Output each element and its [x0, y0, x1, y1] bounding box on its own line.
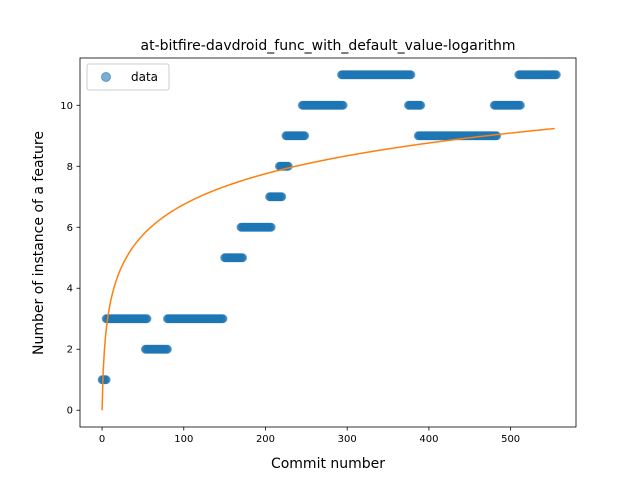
y-tick-label: 0 — [67, 406, 73, 417]
fit-line — [101, 127, 555, 411]
legend-box — [86, 63, 170, 91]
data-point — [142, 314, 152, 324]
x-tick-label: 100 — [174, 434, 193, 445]
y-axis-label: Number of instance of a feature — [31, 131, 47, 355]
data-point — [101, 375, 111, 385]
data-point — [300, 131, 310, 141]
chart-title: at-bitfire-davdroid_func_with_default_va… — [141, 38, 516, 54]
data-point — [416, 100, 426, 110]
x-tick-label: 400 — [419, 434, 438, 445]
y-tick-label: 8 — [67, 162, 73, 173]
x-axis-label: Commit number — [271, 456, 385, 472]
data-point — [515, 100, 525, 110]
y-tick-label: 10 — [60, 101, 73, 112]
legend-marker-data — [101, 72, 111, 82]
x-tick-label: 0 — [99, 434, 105, 445]
legend-label-data: data — [131, 70, 158, 84]
y-tick-label: 4 — [67, 284, 73, 295]
data-point — [162, 344, 172, 354]
data-point — [492, 131, 502, 141]
y-tick-label: 6 — [67, 223, 73, 234]
data-point — [338, 100, 348, 110]
y-tick-label: 2 — [67, 345, 73, 356]
data-point — [551, 70, 561, 80]
data-point — [238, 253, 248, 263]
x-tick-label: 300 — [338, 434, 357, 445]
data-point — [406, 70, 416, 80]
data-point — [218, 314, 228, 324]
x-tick-label: 200 — [256, 434, 275, 445]
data-point — [266, 222, 276, 232]
x-tick-label: 500 — [501, 434, 520, 445]
legend: data — [86, 63, 170, 91]
axes-frame — [79, 57, 577, 428]
plot-area: 0 100 200 300 400 500 0 2 4 6 8 10 — [60, 57, 577, 445]
data-point — [277, 192, 287, 202]
